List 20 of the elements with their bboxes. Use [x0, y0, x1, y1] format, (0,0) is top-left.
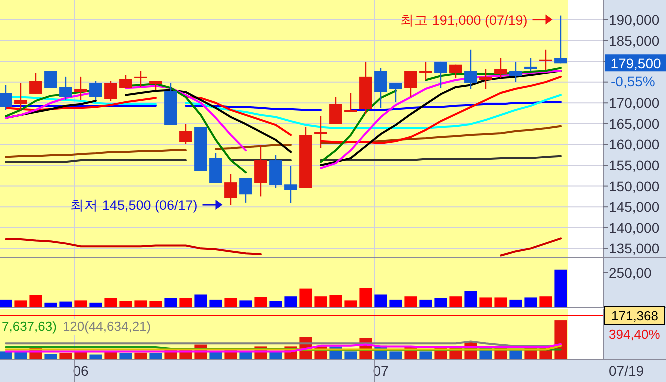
y-tick-label: 170,000 [609, 95, 660, 112]
text: 250,00 [609, 265, 652, 281]
y-tick-label: 150,000 [609, 178, 660, 194]
annotation: 최고 191,000 (07/19) [400, 12, 528, 28]
series-label: 7,637,63) [2, 319, 57, 334]
y-tick-label: 135,000 [609, 240, 660, 257]
y-tick-label: 155,000 [609, 158, 660, 174]
text: -0,55% [611, 74, 656, 90]
y-tick-label: 140,000 [609, 220, 660, 236]
y-tick-label: 190,000 [609, 12, 660, 28]
y-tick-label: 145,000 [609, 199, 660, 216]
text: 394,40% [609, 327, 661, 342]
text: 179,500 [610, 56, 662, 72]
annotation: 최저 145,500 (06/17) [70, 198, 198, 214]
y-tick-label: 165,000 [609, 116, 660, 132]
text: 07/19 [609, 363, 644, 379]
y-tick-label: 185,000 [609, 32, 660, 49]
text: 171,368 [612, 308, 658, 324]
y-tick-label: 160,000 [609, 136, 660, 153]
series-label: 120(44,634,21) [62, 319, 152, 334]
